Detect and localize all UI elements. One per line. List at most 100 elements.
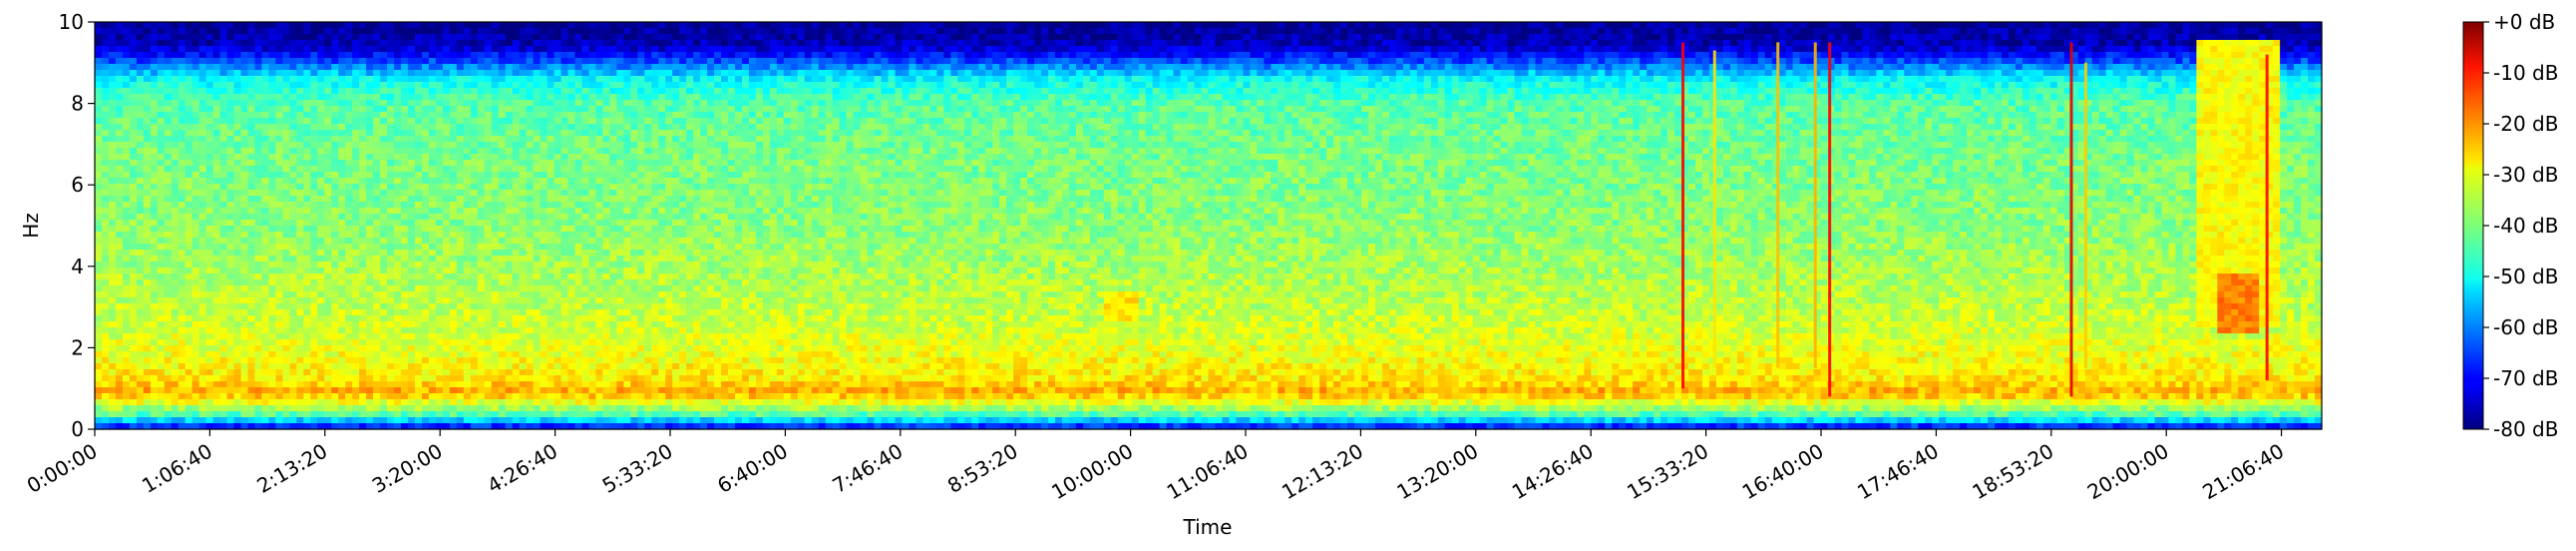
heatmap-cell (1549, 106, 1558, 113)
heatmap-cell (707, 88, 715, 95)
heatmap-cell (1708, 94, 1717, 101)
heatmap-cell (1897, 76, 1905, 83)
heatmap-cell (1402, 46, 1411, 53)
heatmap-cell (484, 52, 493, 59)
heatmap-cell (261, 94, 270, 101)
heatmap-cell (560, 100, 569, 107)
heatmap-cell (1563, 34, 1571, 41)
heatmap-cell (2126, 40, 2135, 47)
heatmap-cell (1264, 28, 1272, 35)
heatmap-cell (1960, 22, 1968, 29)
heatmap-cell (449, 52, 458, 59)
heatmap-cell (2002, 28, 2010, 35)
heatmap-cell (1110, 100, 1119, 107)
heatmap-cell (811, 46, 820, 53)
heatmap-cell (247, 64, 256, 71)
heatmap-cell (1647, 88, 1655, 95)
heatmap-cell (2287, 34, 2295, 41)
heatmap-cell (2119, 94, 2128, 101)
heatmap-cell (985, 28, 993, 35)
heatmap-cell (1687, 46, 1696, 53)
heatmap-cell (2098, 94, 2107, 101)
heatmap-cell (574, 76, 583, 83)
heatmap-cell (1876, 34, 1884, 41)
heatmap-cell (971, 112, 979, 119)
heatmap-cell (874, 100, 883, 107)
heatmap-cell (2112, 106, 2121, 113)
heatmap-cell (1041, 52, 1049, 59)
heatmap-cell (1577, 70, 1585, 77)
heatmap-cell (1068, 112, 1077, 119)
heatmap-cell (421, 22, 430, 29)
heatmap-cell (1647, 22, 1655, 29)
heatmap-cell (1117, 46, 1126, 53)
heatmap-cell (205, 52, 214, 59)
heatmap-cell (1041, 28, 1049, 35)
heatmap-cell (1437, 106, 1446, 113)
heatmap-cell (435, 106, 444, 113)
heatmap-cell (2056, 76, 2065, 83)
heatmap-cell (2028, 46, 2037, 53)
heatmap-cell (1041, 100, 1049, 107)
heatmap-cell (1556, 40, 1564, 47)
heatmap-cell (1981, 64, 1989, 71)
heatmap-cell (421, 28, 430, 35)
heatmap-cell (2070, 28, 2079, 35)
heatmap-cell (1243, 40, 1251, 47)
heatmap-cell (2022, 22, 2030, 29)
heatmap-cell (1862, 34, 1871, 41)
heatmap-cell (811, 22, 820, 29)
heatmap-cell (797, 34, 806, 41)
heatmap-cell (101, 46, 110, 53)
heatmap-cell (1612, 22, 1620, 29)
heatmap-cell (1806, 76, 1815, 83)
heatmap-cell (853, 52, 862, 59)
heatmap-cell (1764, 34, 1773, 41)
heatmap-cell (1799, 82, 1808, 89)
heatmap-cell (637, 100, 645, 107)
heatmap-cell (2259, 94, 2267, 101)
heatmap-cell (442, 46, 451, 53)
heatmap-cell (769, 22, 778, 29)
heatmap-cell (693, 58, 701, 65)
heatmap-cell (1145, 22, 1154, 29)
heatmap-cell (644, 88, 652, 95)
heatmap-cell (2203, 106, 2211, 113)
heatmap-cell (1117, 40, 1126, 47)
heatmap-cell (101, 40, 110, 47)
heatmap-cell (505, 94, 514, 101)
heatmap-cell (533, 52, 542, 59)
heatmap-cell (484, 94, 493, 101)
heatmap-cell (1841, 76, 1850, 83)
heatmap-cell (1486, 88, 1495, 95)
heatmap-cell (1764, 100, 1773, 107)
heatmap-cell (164, 112, 173, 119)
heatmap-cell (804, 106, 813, 113)
heatmap-cell (352, 64, 360, 71)
heatmap-cell (463, 88, 472, 95)
heatmap-cell (1897, 22, 1905, 29)
heatmap-cell (2280, 88, 2288, 95)
heatmap-cell (1166, 64, 1175, 71)
heatmap-cell (1708, 40, 1717, 47)
heatmap-cell (359, 22, 367, 29)
heatmap-cell (637, 94, 645, 101)
heatmap-cell (734, 112, 743, 119)
heatmap-cell (1528, 46, 1537, 53)
heatmap-cell (936, 100, 944, 107)
heatmap-cell (1361, 52, 1369, 59)
heatmap-cell (1222, 58, 1231, 65)
heatmap-cell (1806, 22, 1815, 29)
heatmap-cell (275, 40, 284, 47)
heatmap-cell (895, 106, 904, 113)
heatmap-cell (2252, 64, 2260, 71)
heatmap-cell (1722, 58, 1731, 65)
heatmap-cell (1932, 106, 1940, 113)
heatmap-cell (2112, 34, 2121, 41)
heatmap-cell (2217, 22, 2225, 29)
heatmap-cell (1089, 34, 1098, 41)
heatmap-cell (1243, 34, 1251, 41)
heatmap-cell (1654, 40, 1661, 47)
heatmap-cell (184, 46, 193, 53)
heatmap-cell (2273, 22, 2281, 29)
